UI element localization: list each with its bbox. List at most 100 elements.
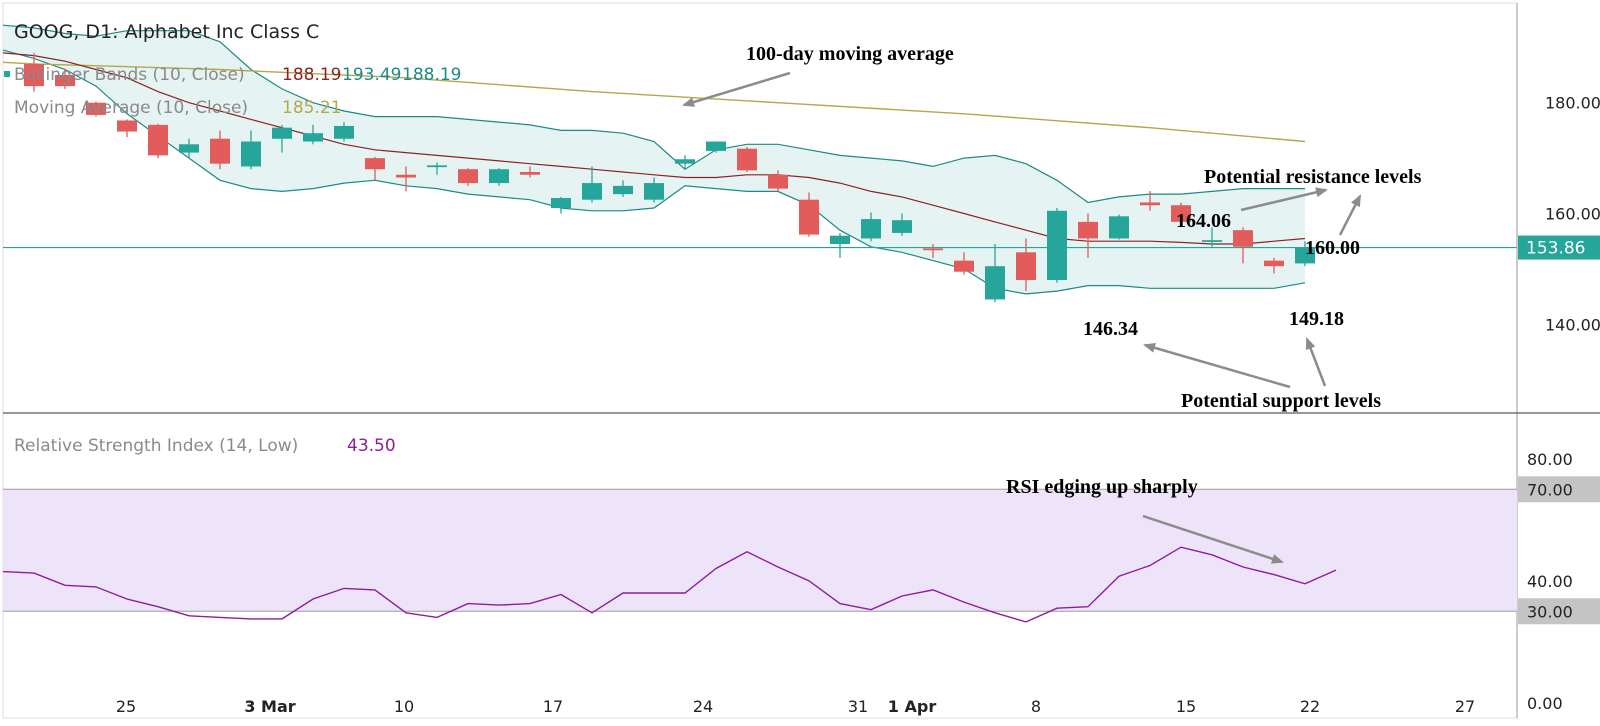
x-tick-label: 15	[1176, 697, 1196, 716]
candle	[334, 122, 354, 142]
bb-legend-value-2: 193.49	[342, 65, 401, 85]
candle	[489, 168, 509, 186]
annotation-support: Potential support levels	[1181, 390, 1381, 412]
x-tick-label: 1 Apr	[888, 697, 937, 716]
candle	[1295, 241, 1315, 267]
candle	[1109, 214, 1129, 240]
candle	[706, 141, 726, 153]
candle	[830, 232, 850, 258]
candle-body	[520, 171, 540, 175]
candle-body	[768, 174, 788, 189]
candle	[55, 69, 75, 89]
candle	[923, 244, 943, 258]
annotation-r1: 164.06	[1176, 210, 1231, 232]
candle-body	[644, 183, 664, 200]
candle-body	[1171, 205, 1191, 222]
axes: 180.00160.00140.00153.8680.0070.0040.003…	[116, 94, 1600, 716]
bb-legend-value-1: 188.19	[282, 65, 341, 85]
candle-body	[148, 124, 168, 156]
candle	[427, 162, 447, 175]
arrow-support-2	[1305, 337, 1327, 387]
candle-body	[1202, 240, 1222, 242]
rsi-band-fill	[3, 489, 1517, 612]
candle-body	[1233, 230, 1253, 247]
rsi-tick-label: 30.00	[1527, 602, 1573, 621]
annotation-rsi: RSI edging up sharply	[1006, 476, 1198, 498]
candle	[86, 101, 106, 117]
candle	[985, 244, 1005, 303]
chart-title: GOOG, D1: Alphabet Inc Class C	[14, 21, 319, 43]
bollinger-band-fill	[3, 25, 1305, 294]
candle	[1140, 191, 1160, 211]
annotation-ma100: 100-day moving average	[746, 43, 954, 65]
candle-body	[830, 235, 850, 245]
bb-legend-marker	[4, 71, 10, 77]
candle-body	[923, 248, 943, 251]
candle-body	[737, 148, 757, 171]
current-price-tag-label: 153.86	[1526, 239, 1585, 259]
candle-body	[458, 169, 478, 184]
candle	[241, 130, 261, 170]
candle-body	[1109, 216, 1129, 239]
candle	[675, 155, 695, 170]
candle	[303, 124, 323, 145]
candle	[396, 166, 416, 192]
candle	[1047, 208, 1067, 283]
candle-body	[241, 141, 261, 167]
bollinger-upper-line	[2, 24, 1305, 204]
candle-body	[954, 260, 974, 272]
candle	[551, 196, 571, 214]
candle	[582, 166, 602, 203]
candle-body	[985, 266, 1005, 300]
candle	[1016, 238, 1036, 292]
candle	[1264, 257, 1284, 274]
candle-body	[334, 126, 354, 139]
candle	[179, 138, 199, 159]
arrow-support-1	[1143, 342, 1291, 389]
candle	[613, 180, 633, 197]
candle	[1078, 213, 1098, 258]
candle	[210, 130, 230, 170]
arrow-resistance-2	[1338, 194, 1362, 236]
bb-legend-label: Bollinger Bands (10, Close)	[14, 65, 245, 85]
candle	[799, 192, 819, 237]
candle-body	[861, 219, 881, 239]
rsi-level-tag	[1518, 598, 1600, 625]
price-tick-label: 180.00	[1545, 94, 1600, 113]
rsi-tick-label: 40.00	[1527, 572, 1573, 591]
candle-body	[303, 133, 323, 142]
arrow-rsi	[1142, 514, 1284, 564]
candle	[644, 177, 664, 203]
x-tick-label: 8	[1031, 697, 1041, 716]
candle-body	[1264, 260, 1284, 267]
candle	[737, 147, 757, 172]
rsi-pane	[2, 488, 1517, 623]
rsi-line	[2, 546, 1337, 623]
candle-body	[427, 165, 447, 168]
candle-body	[86, 102, 106, 115]
rsi-tick-label: 80.00	[1527, 450, 1573, 469]
annotations: 100-day moving average Potential resista…	[682, 43, 1422, 564]
ma-legend-label: Moving Average (10, Close)	[14, 98, 248, 118]
x-tick-label: 10	[394, 697, 414, 716]
ma-legend-value: 185.21	[282, 98, 341, 118]
price-pane	[2, 24, 1517, 303]
candle-body	[892, 220, 912, 233]
candle	[458, 168, 478, 186]
x-tick-label: 27	[1455, 697, 1475, 716]
x-tick-label: 25	[116, 697, 136, 716]
candle-body	[706, 141, 726, 151]
candle	[1233, 227, 1253, 264]
rsi-tick-label: 70.00	[1527, 480, 1573, 499]
candle-body	[1078, 221, 1098, 239]
candle	[954, 252, 974, 275]
bollinger-lower-line	[2, 49, 1306, 295]
candle	[148, 123, 168, 159]
current-price-tag	[1518, 235, 1600, 260]
candle-body	[365, 158, 385, 170]
rsi-legend-label: Relative Strength Index (14, Low)	[14, 436, 298, 456]
arrow-resistance-1	[1240, 187, 1328, 212]
candle	[768, 170, 788, 192]
x-tick-label: 31	[848, 697, 868, 716]
